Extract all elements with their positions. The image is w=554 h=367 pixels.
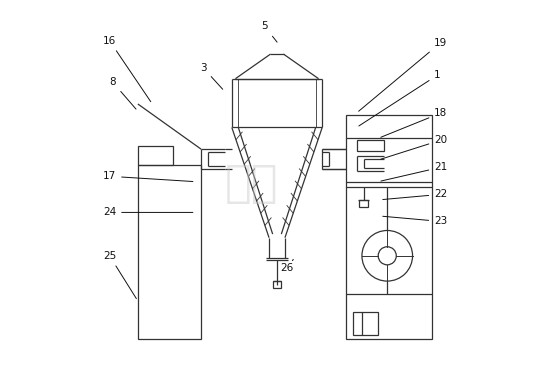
Bar	[360, 200, 368, 207]
Bar	[353, 312, 378, 335]
Text: 20: 20	[381, 135, 447, 159]
Text: 19: 19	[358, 37, 448, 111]
Bar	[138, 166, 201, 339]
Text: 26: 26	[281, 259, 294, 273]
Text: 18: 18	[381, 108, 448, 137]
Text: 22: 22	[383, 189, 448, 200]
Text: 25: 25	[103, 251, 136, 299]
Text: 泰德: 泰德	[225, 162, 279, 205]
Text: 16: 16	[103, 36, 151, 102]
Text: 5: 5	[261, 21, 277, 42]
Text: 3: 3	[200, 63, 223, 89]
Text: 17: 17	[103, 171, 193, 182]
Bar	[346, 115, 433, 339]
Text: 8: 8	[110, 77, 136, 109]
Text: 1: 1	[359, 70, 441, 126]
Text: 24: 24	[103, 207, 193, 217]
Bar	[273, 281, 281, 288]
Text: 21: 21	[381, 162, 448, 181]
Bar	[357, 140, 383, 151]
Bar	[138, 146, 173, 166]
Text: 23: 23	[383, 216, 448, 226]
